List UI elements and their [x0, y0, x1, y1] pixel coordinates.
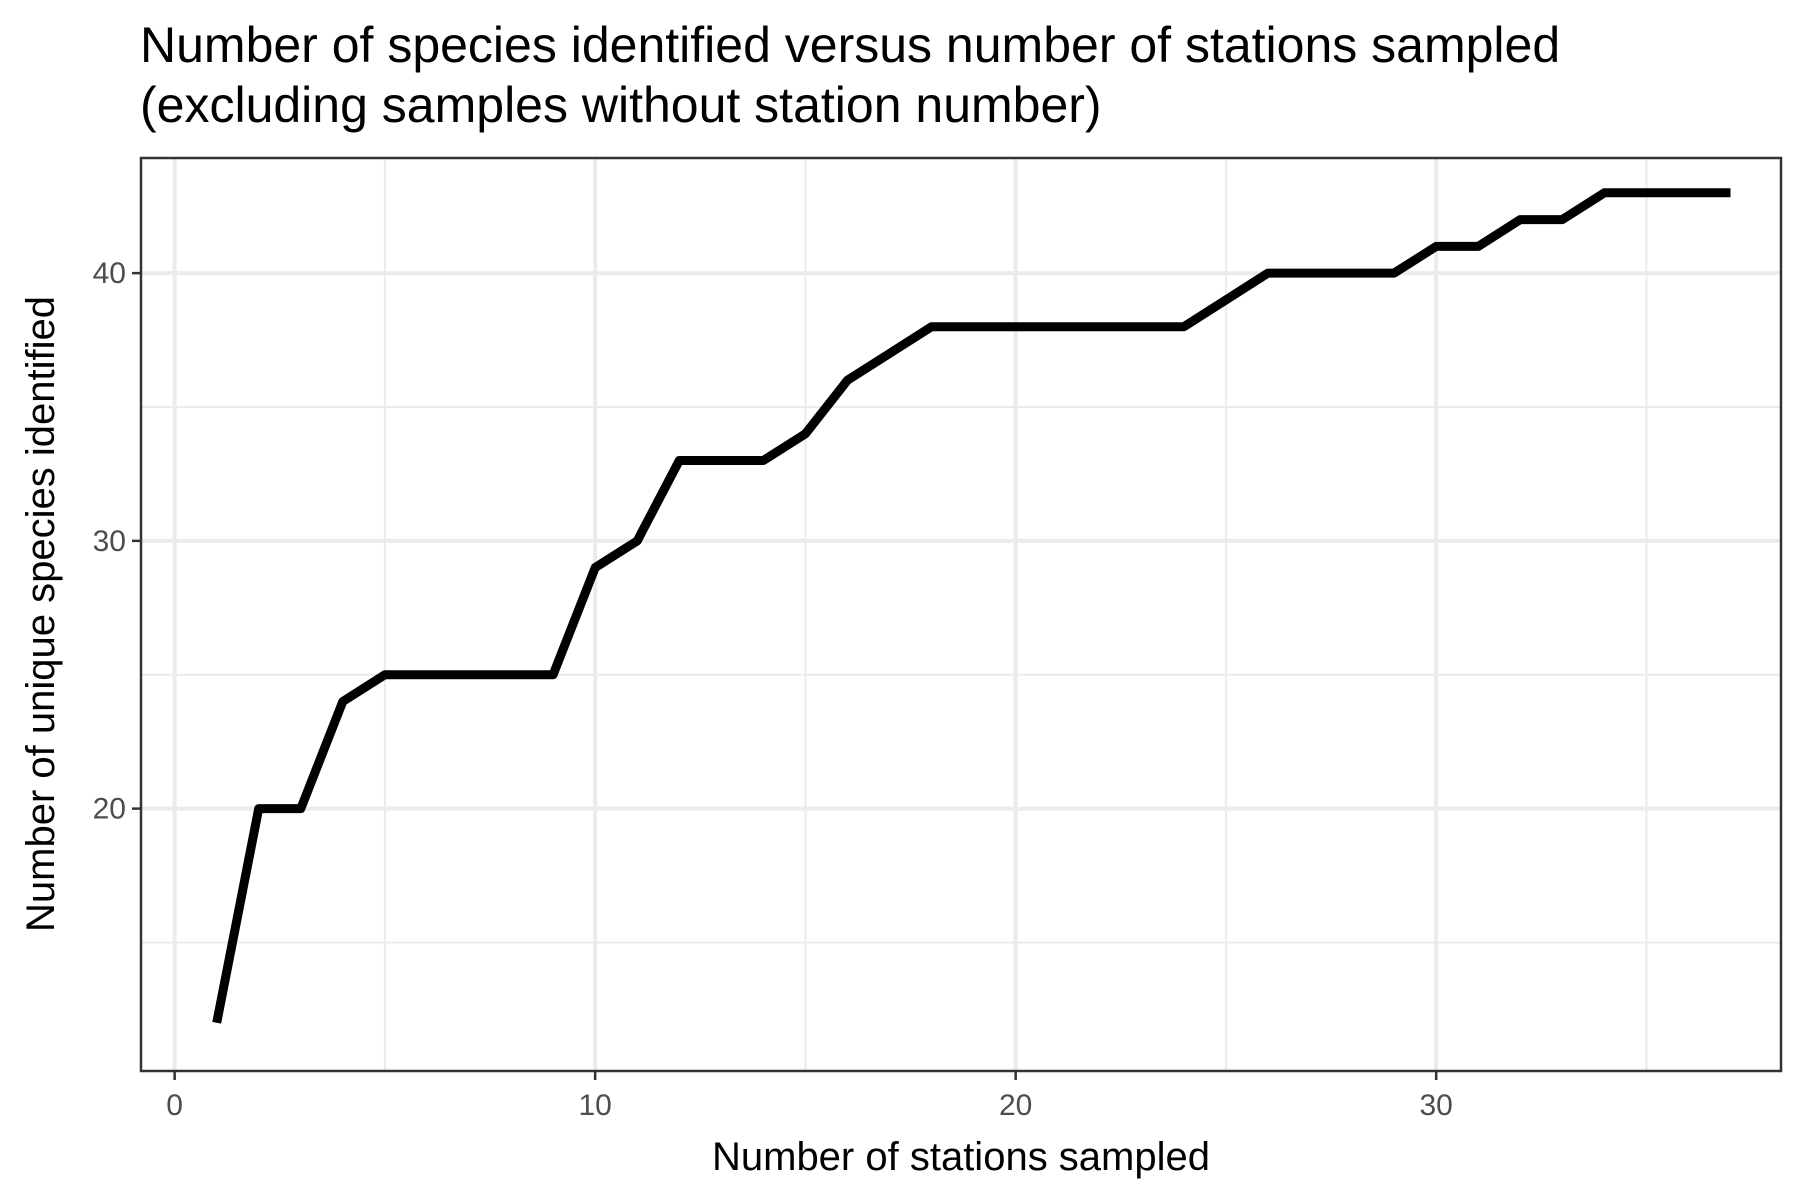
x-tick-label: 30: [1419, 1089, 1452, 1122]
y-axis: 20 30 40: [93, 257, 141, 826]
plot-panel-border: [139, 156, 1783, 1073]
x-axis-title: Number of stations sampled: [712, 1135, 1210, 1179]
y-tick-label: 20: [93, 793, 126, 826]
series-layer: [212, 188, 1731, 1024]
chart-title: Number of species identified versus numb…: [140, 17, 1560, 73]
chart-subtitle: (excluding samples without station numbe…: [140, 77, 1102, 133]
y-tick-label: 30: [93, 525, 126, 558]
x-tick-label: 20: [999, 1089, 1032, 1122]
series-line-species: [212, 188, 1731, 1024]
major-gridlines: [141, 158, 1781, 1071]
y-tick-label: 40: [93, 257, 126, 290]
x-tick-label: 0: [166, 1089, 183, 1122]
y-axis-title: Number of unique species identified: [19, 296, 63, 932]
minor-gridlines: [141, 158, 1781, 1071]
x-tick-label: 10: [578, 1089, 611, 1122]
x-axis: 0 10 20 30: [166, 1071, 1453, 1122]
